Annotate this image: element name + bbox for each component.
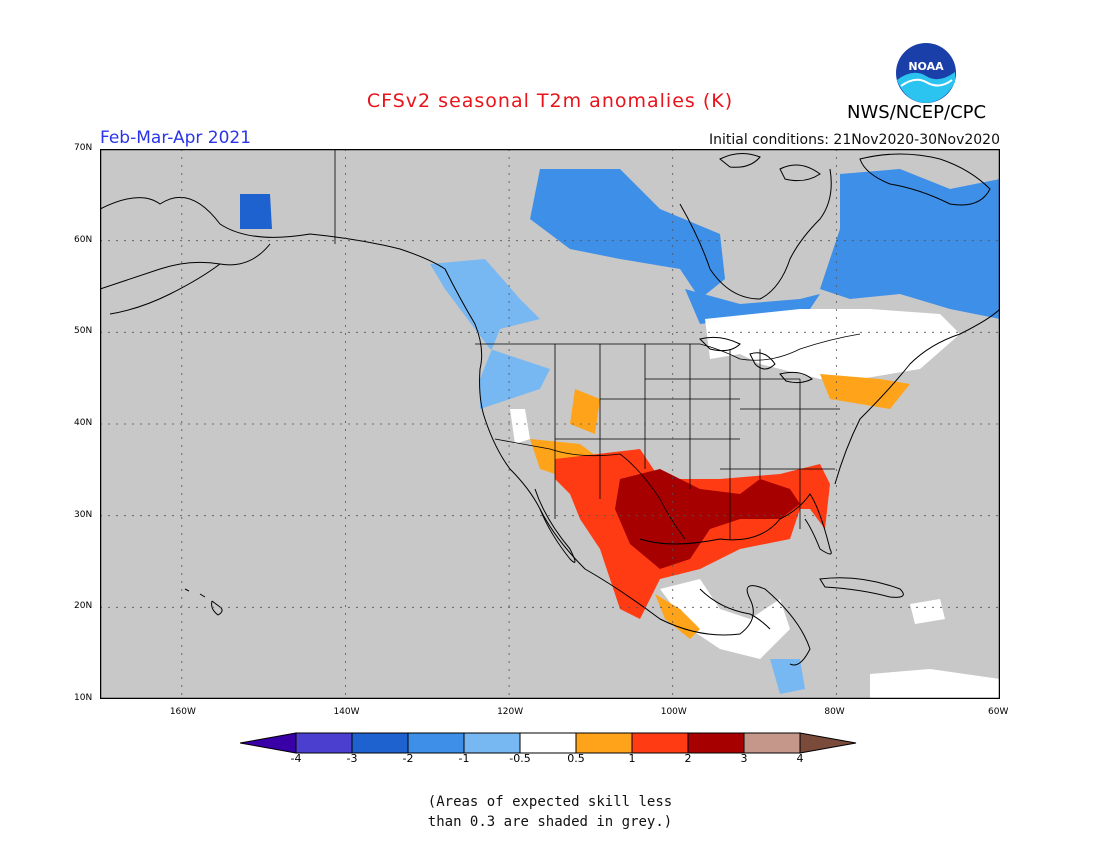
colorbar-label: 2	[684, 752, 692, 765]
colorbar-swatch	[463, 732, 521, 754]
colorbar-label: -0.5	[509, 752, 531, 765]
anomaly-patch	[770, 659, 805, 694]
anomaly-patch	[655, 594, 700, 639]
lat-tick-label: 60N	[74, 234, 93, 245]
anomaly-patch	[430, 259, 550, 409]
lon-tick-label: 60W	[988, 707, 1009, 717]
skill-note-line-2: than 0.3 are shaded in grey.)	[427, 814, 673, 830]
colorbar-swatch	[407, 732, 465, 754]
map-canvas	[99, 148, 1001, 700]
anomaly-patch	[870, 669, 1000, 699]
noaa-logo: NOAA	[895, 42, 957, 108]
lon-tick-label: 120W	[497, 707, 524, 717]
colorbar-swatch	[631, 732, 689, 754]
colorbar-swatch	[351, 732, 409, 754]
lat-tick-label: 40N	[74, 418, 93, 428]
gridlines	[100, 149, 1000, 699]
agency-label: NWS/NCEP/CPC	[847, 102, 987, 123]
lon-tick-label: 140W	[333, 707, 360, 717]
lat-tick-label: 10N	[74, 693, 93, 703]
colorbar-label: -3	[346, 752, 358, 765]
lat-tick-label: 20N	[74, 601, 93, 612]
colorbar-label: -2	[402, 752, 414, 765]
colorbar-swatch	[743, 732, 801, 754]
lon-tick-label: 160W	[169, 707, 196, 717]
colorbar-max-arrow	[799, 732, 857, 754]
colorbar-swatch	[295, 732, 353, 754]
initial-conditions: Initial conditions: 21Nov2020-30Nov2020	[709, 132, 1000, 148]
map-frame	[99, 148, 1001, 700]
anomaly-patch	[530, 169, 725, 299]
colorbar-swatches	[239, 732, 857, 754]
lon-tick-label: 80W	[824, 707, 845, 717]
lat-tick-label: 30N	[74, 509, 93, 520]
colorbar-swatch	[575, 732, 633, 754]
anomaly-patch	[660, 579, 790, 659]
skill-note: (Areas of expected skill less than 0.3 a…	[0, 792, 1100, 832]
colorbar-label: 4	[796, 752, 804, 765]
colorbar-label: -4	[290, 752, 302, 765]
lat-tick-label: 70N	[74, 143, 93, 153]
skill-note-line-1: (Areas of expected skill less	[427, 794, 673, 810]
map-title: CFSv2 seasonal T2m anomalies (K)	[366, 90, 734, 112]
colorbar-label: 3	[740, 752, 748, 765]
noaa-logo-text: NOAA	[908, 60, 944, 73]
colorbar	[239, 732, 862, 758]
lat-tick-label: 50N	[74, 326, 93, 337]
forecast-period: Feb-Mar-Apr 2021	[100, 128, 252, 148]
anomaly-patch	[570, 389, 600, 434]
anomaly-patch	[820, 374, 910, 409]
colorbar-min-arrow	[239, 732, 297, 754]
anomaly-patch	[910, 599, 945, 624]
colorbar-label: 0.5	[567, 752, 585, 765]
colorbar-swatch	[687, 732, 745, 754]
lon-tick-label: 100W	[660, 707, 687, 717]
colorbar-label: -1	[458, 752, 470, 765]
anomaly-patch	[615, 469, 800, 569]
anomaly-patch	[705, 309, 960, 379]
colorbar-swatch	[519, 732, 577, 754]
anomaly-cells	[240, 169, 1000, 699]
colorbar-label: 1	[628, 752, 636, 765]
anomaly-patch	[820, 169, 1000, 319]
political-borders	[334, 149, 861, 540]
anomaly-patch	[510, 409, 530, 444]
anomaly-patch	[240, 194, 272, 229]
coastlines	[99, 153, 1001, 666]
anomaly-map	[99, 148, 1001, 700]
